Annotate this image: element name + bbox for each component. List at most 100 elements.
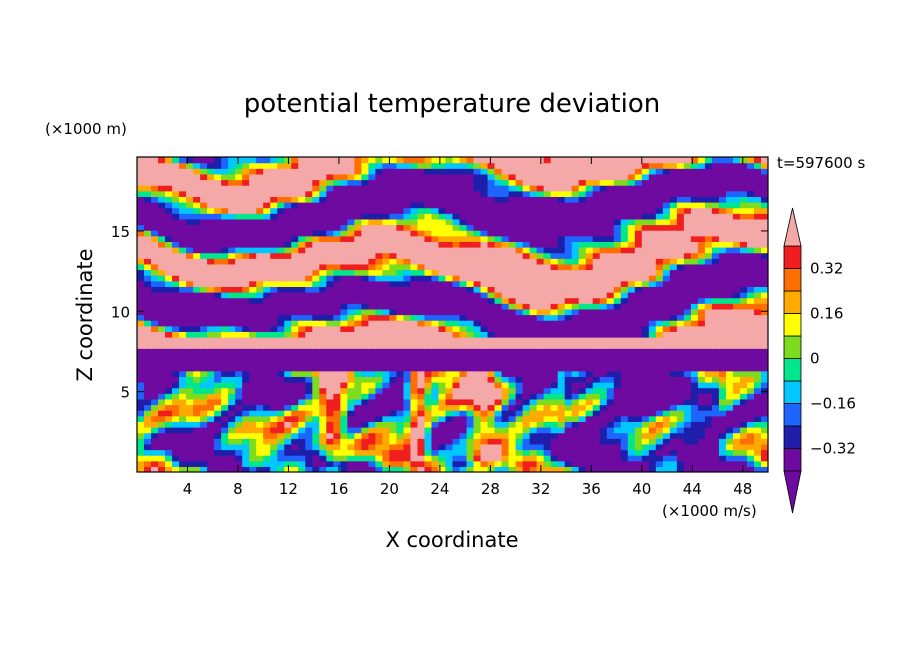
field-cell <box>277 415 285 422</box>
field-cell <box>214 410 222 417</box>
field-cell <box>760 162 768 169</box>
field-cell <box>697 460 706 467</box>
field-cell <box>508 196 517 203</box>
field-cell <box>256 398 264 406</box>
field-cell <box>270 398 278 406</box>
field-cell <box>641 410 650 417</box>
field-cell <box>739 258 748 265</box>
field-cell <box>242 269 250 276</box>
field-cell <box>326 376 334 383</box>
field-cell <box>753 415 762 422</box>
field-cell <box>326 269 334 276</box>
field-cell <box>634 455 643 462</box>
field-cell <box>669 325 678 332</box>
field-cell <box>151 393 159 400</box>
field-cell <box>676 292 685 299</box>
field-cell <box>417 314 426 321</box>
field-cell <box>396 410 405 417</box>
field-cell <box>368 415 376 422</box>
field-cell <box>326 179 334 186</box>
field-cell <box>641 353 650 361</box>
field-cell <box>186 466 194 472</box>
field-cell <box>613 252 622 259</box>
field-cell <box>249 230 257 237</box>
field-cell <box>536 365 545 372</box>
field-cell <box>326 202 334 209</box>
field-cell <box>249 325 257 332</box>
field-cell <box>228 320 236 327</box>
field-cell <box>249 213 257 220</box>
field-cell <box>347 415 355 422</box>
field-cell <box>221 460 229 467</box>
field-cell <box>291 162 299 169</box>
field-cell <box>655 218 664 226</box>
field-cell <box>333 241 341 248</box>
field-cell <box>228 432 236 439</box>
field-cell <box>655 404 664 411</box>
field-cell <box>417 325 426 332</box>
field-cell <box>305 252 313 259</box>
field-cell <box>263 157 271 164</box>
field-cell <box>179 308 187 316</box>
field-cell <box>431 218 440 226</box>
field-cell <box>739 325 748 332</box>
field-cell <box>704 404 713 411</box>
field-cell <box>165 410 173 417</box>
field-cell <box>627 376 636 383</box>
field-cell <box>417 218 426 226</box>
field-cell <box>690 438 699 445</box>
field-cell <box>676 280 685 287</box>
field-cell <box>599 292 608 299</box>
field-cell <box>711 247 720 254</box>
field-cell <box>312 179 320 186</box>
field-cell <box>746 173 755 181</box>
field-cell <box>669 162 678 169</box>
field-cell <box>564 297 573 304</box>
field-cell <box>424 303 433 310</box>
field-cell <box>438 370 447 377</box>
field-cell <box>697 280 706 287</box>
field-cell <box>403 157 412 164</box>
field-cell <box>571 213 580 220</box>
field-cell <box>732 387 741 394</box>
field-cell <box>193 387 201 394</box>
field-cell <box>235 432 243 439</box>
field-cell <box>739 359 748 366</box>
field-cell <box>382 263 390 271</box>
field-cell <box>242 466 250 472</box>
field-cell <box>529 365 538 372</box>
field-cell <box>711 410 720 417</box>
field-cell <box>144 314 152 321</box>
field-cell <box>746 179 755 186</box>
field-cell <box>179 263 187 271</box>
field-cell <box>683 331 692 338</box>
field-cell <box>333 370 341 377</box>
field-cell <box>550 269 559 276</box>
field-cell <box>599 325 608 332</box>
field-cell <box>158 320 166 327</box>
field-cell <box>452 365 461 372</box>
field-cell <box>347 331 355 338</box>
field-cell <box>270 325 278 332</box>
field-cell <box>277 455 285 462</box>
field-cell <box>354 269 362 276</box>
field-cell <box>606 455 615 462</box>
field-cell <box>725 404 734 411</box>
field-cell <box>193 432 201 439</box>
field-cell <box>221 427 229 434</box>
field-cell <box>326 314 334 321</box>
field-cell <box>508 241 517 248</box>
field-cell <box>235 230 243 237</box>
field-cell <box>480 190 489 197</box>
field-cell <box>760 331 768 338</box>
field-cell <box>200 241 208 248</box>
field-cell <box>137 308 145 316</box>
field-cell <box>284 224 292 231</box>
field-cell <box>494 387 503 394</box>
field-cell <box>340 331 348 338</box>
field-cell <box>760 202 768 209</box>
field-cell <box>739 404 748 411</box>
field-cell <box>494 303 503 310</box>
field-cell <box>487 162 496 169</box>
field-cell <box>669 466 678 472</box>
